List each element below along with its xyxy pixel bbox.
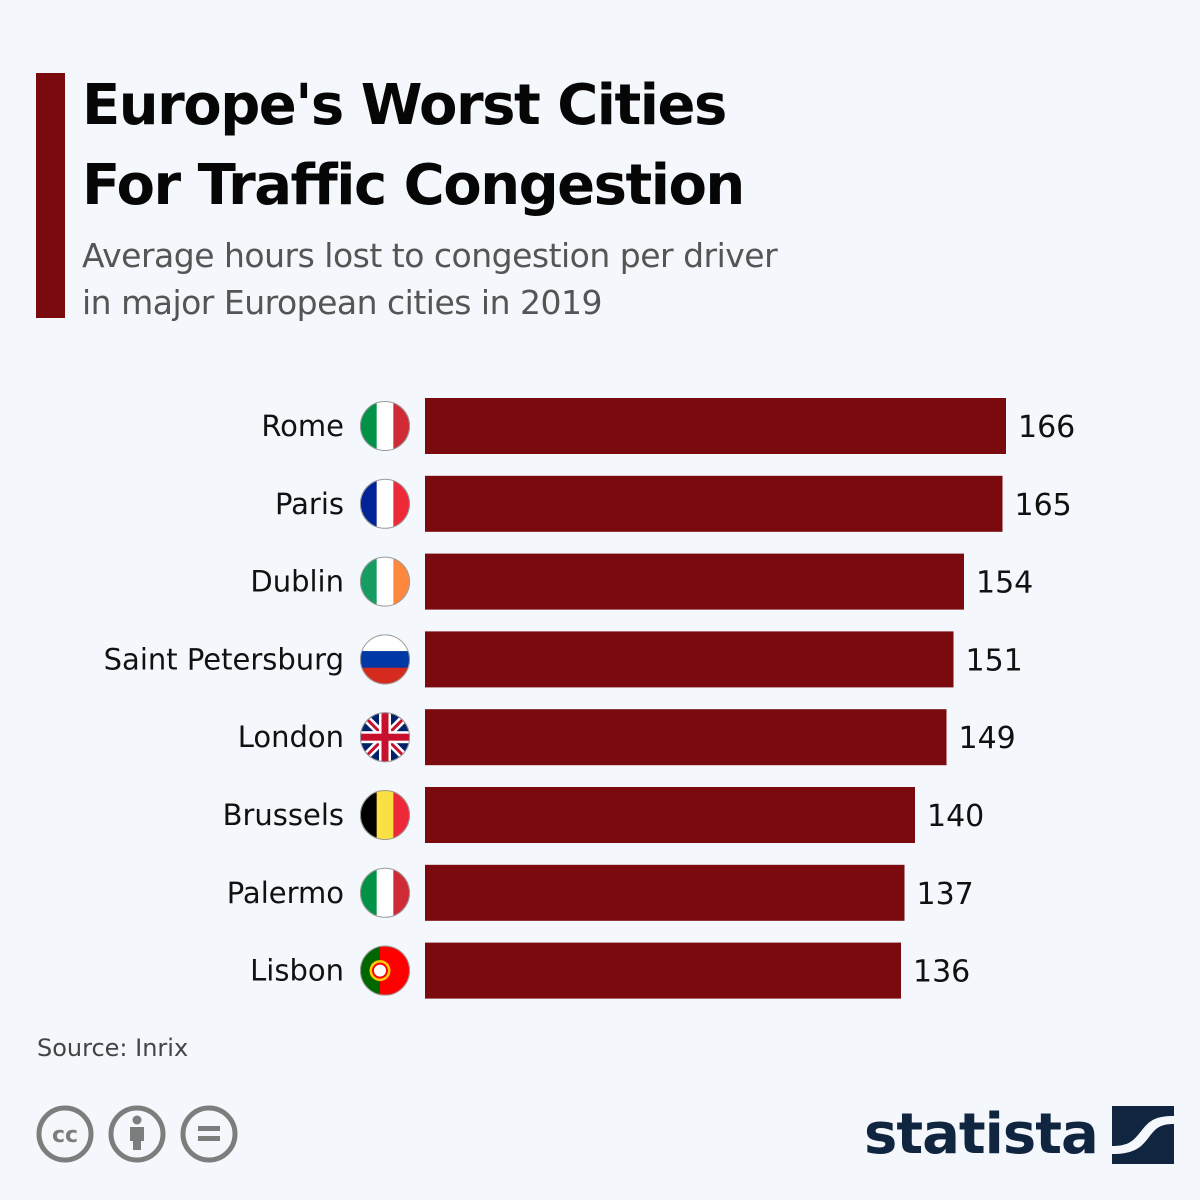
- bar: [425, 787, 915, 843]
- italy-flag: [360, 867, 410, 918]
- accent-bar: [36, 73, 65, 318]
- bar: [425, 553, 964, 610]
- logo-text: statista: [864, 1102, 1099, 1167]
- category-label: Lisbon: [250, 954, 344, 988]
- no-derivatives-icon[interactable]: [180, 1105, 238, 1163]
- bar-row: Dublin 154: [250, 553, 1033, 610]
- value-label: 165: [1015, 488, 1072, 523]
- category-label: Dublin: [250, 565, 344, 599]
- bar-row: Rome 166: [261, 398, 1075, 454]
- bar-row: London 149: [238, 709, 1016, 766]
- value-label: 154: [976, 566, 1033, 601]
- creative-commons-icon[interactable]: cc: [36, 1105, 94, 1163]
- bar-row: Lisbon 136: [250, 942, 970, 999]
- svg-text:cc: cc: [52, 1123, 78, 1148]
- bar: [425, 709, 947, 766]
- statista-logo-icon: [1111, 1106, 1174, 1164]
- chart-title: Europe's Worst Cities For Traffic Conges…: [82, 66, 982, 226]
- bar: [425, 475, 1003, 532]
- bar-row: Brussels 140: [223, 787, 984, 843]
- france-flag: [360, 478, 410, 529]
- bar-row: Paris 165: [275, 475, 1072, 532]
- category-label: Brussels: [223, 798, 344, 832]
- title-line-1: Europe's Worst Cities: [82, 73, 727, 138]
- chart-subtitle: Average hours lost to congestion per dri…: [82, 232, 982, 326]
- bar: [425, 942, 901, 999]
- value-label: 140: [927, 799, 984, 834]
- bar: [425, 864, 905, 921]
- ireland-flag: [360, 556, 410, 607]
- uk-flag: [360, 712, 410, 763]
- category-label: Paris: [275, 487, 344, 521]
- attribution-icon[interactable]: [108, 1105, 166, 1163]
- license-icons: cc: [36, 1105, 238, 1163]
- value-label: 149: [959, 721, 1016, 756]
- value-label: 166: [1018, 410, 1075, 445]
- category-label: Saint Petersburg: [104, 642, 344, 676]
- russia-flag: [360, 634, 410, 685]
- statista-logo[interactable]: statista: [864, 1100, 1174, 1170]
- category-label: Palermo: [227, 876, 344, 910]
- bar-row: Saint Petersburg 151: [104, 631, 1023, 688]
- subtitle-line-1: Average hours lost to congestion per dri…: [82, 236, 778, 275]
- bar-chart: Rome 166 Paris 165 Dublin 154 Saint Petersburg…: [104, 398, 1075, 999]
- subtitle-line-2: in major European cities in 2019: [82, 283, 603, 322]
- bar: [425, 398, 1006, 454]
- value-label: 151: [966, 643, 1023, 678]
- bar: [425, 631, 954, 688]
- value-label: 136: [913, 955, 970, 990]
- title-line-2: For Traffic Congestion: [82, 153, 745, 218]
- category-label: London: [238, 720, 344, 754]
- portugal-flag: [360, 945, 410, 996]
- bar-row: Palermo 137: [227, 864, 974, 921]
- italy-flag: [360, 401, 410, 451]
- value-label: 137: [917, 877, 974, 912]
- category-label: Rome: [261, 409, 344, 443]
- belgium-flag: [360, 790, 410, 840]
- source-note: Source: Inrix: [37, 1034, 189, 1062]
